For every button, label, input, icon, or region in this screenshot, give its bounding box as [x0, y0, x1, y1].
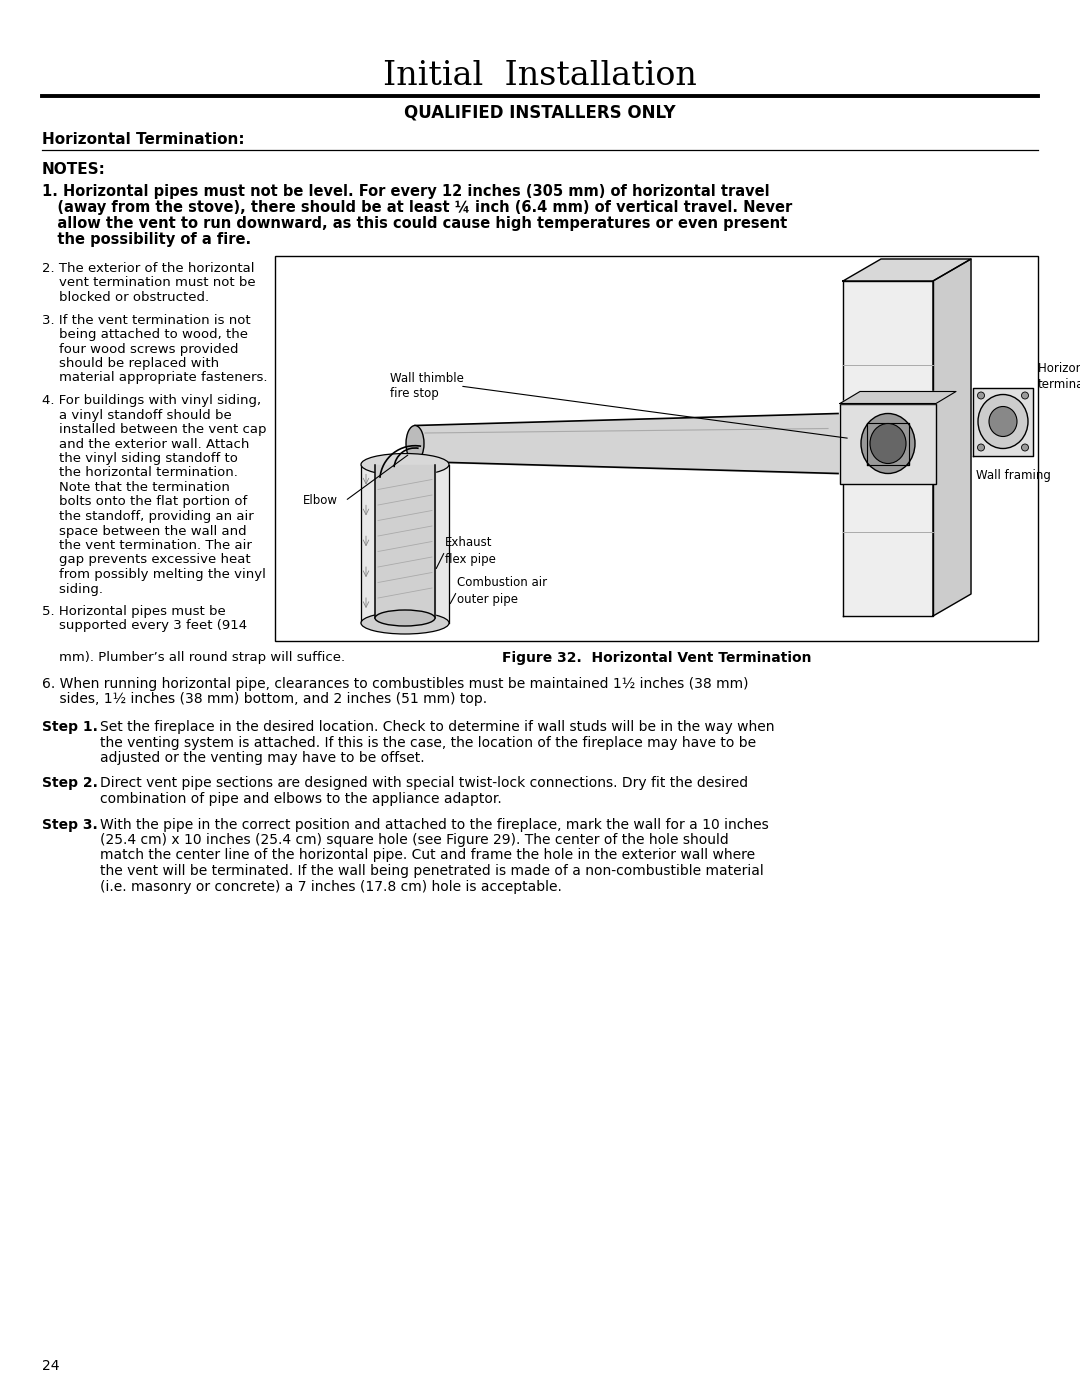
- Polygon shape: [840, 391, 956, 404]
- Text: sides, 1½ inches (38 mm) bottom, and 2 inches (51 mm) top.: sides, 1½ inches (38 mm) bottom, and 2 i…: [42, 693, 487, 707]
- Text: Step 3.: Step 3.: [42, 817, 98, 831]
- Text: Elbow: Elbow: [303, 495, 338, 507]
- Ellipse shape: [375, 610, 435, 626]
- Text: Horizontal Termination:: Horizontal Termination:: [42, 131, 245, 147]
- Text: Wall framing: Wall framing: [976, 469, 1051, 482]
- Bar: [840, 404, 936, 483]
- Text: (25.4 cm) x 10 inches (25.4 cm) square hole (see Figure 29). The center of the h: (25.4 cm) x 10 inches (25.4 cm) square h…: [100, 833, 729, 847]
- Text: space between the wall and: space between the wall and: [42, 524, 246, 538]
- Text: 24: 24: [42, 1359, 59, 1373]
- Text: the vent termination. The air: the vent termination. The air: [42, 539, 252, 552]
- Text: bolts onto the flat portion of: bolts onto the flat portion of: [42, 496, 247, 509]
- Circle shape: [977, 393, 985, 400]
- Ellipse shape: [978, 394, 1028, 448]
- Text: installed between the vent cap: installed between the vent cap: [42, 423, 267, 436]
- Text: match the center line of the horizontal pipe. Cut and frame the hole in the exte: match the center line of the horizontal …: [100, 848, 755, 862]
- Text: QUALIFIED INSTALLERS ONLY: QUALIFIED INSTALLERS ONLY: [404, 103, 676, 122]
- Text: supported every 3 feet (914: supported every 3 feet (914: [42, 619, 247, 633]
- Text: Horizontal wall
termination: Horizontal wall termination: [1038, 362, 1080, 391]
- Text: Note that the termination: Note that the termination: [42, 481, 230, 495]
- Circle shape: [1022, 444, 1028, 451]
- Text: should be replaced with: should be replaced with: [42, 358, 219, 370]
- Text: Exhaust
flex pipe: Exhaust flex pipe: [445, 536, 496, 566]
- Text: 2. The exterior of the horizontal: 2. The exterior of the horizontal: [42, 263, 255, 275]
- Text: Initial  Installation: Initial Installation: [383, 60, 697, 92]
- Text: the vinyl siding standoff to: the vinyl siding standoff to: [42, 453, 238, 465]
- Text: NOTES:: NOTES:: [42, 162, 106, 177]
- Text: material appropriate fasteners.: material appropriate fasteners.: [42, 372, 268, 384]
- Polygon shape: [867, 422, 909, 464]
- Polygon shape: [843, 281, 933, 616]
- Text: 5. Horizontal pipes must be: 5. Horizontal pipes must be: [42, 605, 226, 617]
- Circle shape: [1022, 393, 1028, 400]
- Polygon shape: [843, 258, 971, 281]
- Text: 4. For buildings with vinyl siding,: 4. For buildings with vinyl siding,: [42, 394, 261, 407]
- Ellipse shape: [406, 426, 424, 461]
- Text: four wood screws provided: four wood screws provided: [42, 342, 239, 355]
- Text: (away from the stove), there should be at least ¼ inch (6.4 mm) of vertical trav: (away from the stove), there should be a…: [42, 200, 793, 215]
- Text: 6. When running horizontal pipe, clearances to combustibles must be maintained 1: 6. When running horizontal pipe, clearan…: [42, 678, 748, 692]
- Text: from possibly melting the vinyl: from possibly melting the vinyl: [42, 569, 266, 581]
- Text: Step 2.: Step 2.: [42, 777, 98, 791]
- Text: the possibility of a fire.: the possibility of a fire.: [42, 232, 252, 247]
- Ellipse shape: [861, 414, 915, 474]
- Text: (i.e. masonry or concrete) a 7 inches (17.8 cm) hole is acceptable.: (i.e. masonry or concrete) a 7 inches (1…: [100, 880, 562, 894]
- Ellipse shape: [361, 454, 449, 475]
- Text: adjusted or the venting may have to be offset.: adjusted or the venting may have to be o…: [100, 752, 424, 766]
- Polygon shape: [933, 258, 971, 616]
- Text: blocked or obstructed.: blocked or obstructed.: [42, 291, 210, 305]
- Ellipse shape: [361, 612, 449, 634]
- Text: allow the vent to run downward, as this could cause high temperatures or even pr: allow the vent to run downward, as this …: [42, 217, 787, 231]
- Text: Combustion air
outer pipe: Combustion air outer pipe: [457, 577, 548, 605]
- Text: Step 1.: Step 1.: [42, 719, 98, 733]
- Text: With the pipe in the correct position and attached to the fireplace, mark the wa: With the pipe in the correct position an…: [100, 817, 769, 831]
- Text: Wall thimble
fire stop: Wall thimble fire stop: [390, 372, 464, 401]
- Polygon shape: [973, 387, 1032, 455]
- Text: 3. If the vent termination is not: 3. If the vent termination is not: [42, 313, 251, 327]
- Text: the horizontal termination.: the horizontal termination.: [42, 467, 238, 479]
- Text: gap prevents excessive heat: gap prevents excessive heat: [42, 553, 251, 567]
- Ellipse shape: [870, 423, 906, 464]
- Bar: [275, 256, 1038, 641]
- Text: combination of pipe and elbows to the appliance adaptor.: combination of pipe and elbows to the ap…: [100, 792, 502, 806]
- Text: the venting system is attached. If this is the case, the location of the firepla: the venting system is attached. If this …: [100, 735, 756, 750]
- Text: the vent will be terminated. If the wall being penetrated is made of a non-combu: the vent will be terminated. If the wall…: [100, 863, 764, 877]
- Text: 1. Horizontal pipes must not be level. For every 12 inches (305 mm) of horizonta: 1. Horizontal pipes must not be level. F…: [42, 184, 770, 198]
- Text: Direct vent pipe sections are designed with special twist-lock connections. Dry : Direct vent pipe sections are designed w…: [100, 777, 748, 791]
- Text: and the exterior wall. Attach: and the exterior wall. Attach: [42, 437, 249, 450]
- Text: being attached to wood, the: being attached to wood, the: [42, 328, 248, 341]
- Text: a vinyl standoff should be: a vinyl standoff should be: [42, 408, 232, 422]
- Text: vent termination must not be: vent termination must not be: [42, 277, 256, 289]
- Circle shape: [977, 444, 985, 451]
- Text: Figure 32.  Horizontal Vent Termination: Figure 32. Horizontal Vent Termination: [502, 651, 811, 665]
- Text: the standoff, providing an air: the standoff, providing an air: [42, 510, 254, 522]
- Text: siding.: siding.: [42, 583, 103, 595]
- Ellipse shape: [989, 407, 1017, 436]
- Text: mm). Plumber’s all round strap will suffice.: mm). Plumber’s all round strap will suff…: [42, 651, 346, 664]
- Text: Set the fireplace in the desired location. Check to determine if wall studs will: Set the fireplace in the desired locatio…: [100, 719, 774, 733]
